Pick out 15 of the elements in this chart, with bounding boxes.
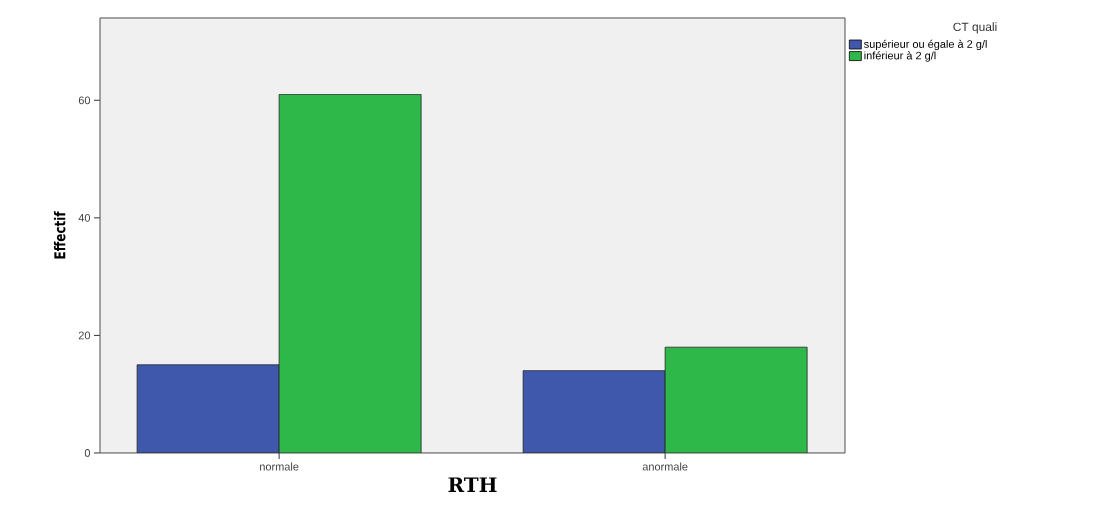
- y-tick-label: 40: [78, 213, 91, 222]
- bar: [664, 346, 808, 453]
- y-tick-label: 0: [84, 449, 91, 457]
- legend-label: inférieur à 2 g/l: [864, 51, 936, 62]
- y-axis-title: Effectif: [53, 211, 66, 259]
- legend-title: CT quali: [953, 22, 997, 34]
- x-axis-title: RTH: [448, 477, 497, 492]
- legend-label: supérieur ou égale à 2 g/l: [864, 39, 987, 51]
- bar: [136, 364, 280, 453]
- x-tick-label: normale: [260, 462, 299, 471]
- y-tick-label: 60: [78, 96, 91, 105]
- x-tick-label: anormale: [642, 462, 688, 471]
- bar: [522, 370, 666, 453]
- y-tick-label: 20: [78, 331, 91, 340]
- bar: [278, 94, 422, 453]
